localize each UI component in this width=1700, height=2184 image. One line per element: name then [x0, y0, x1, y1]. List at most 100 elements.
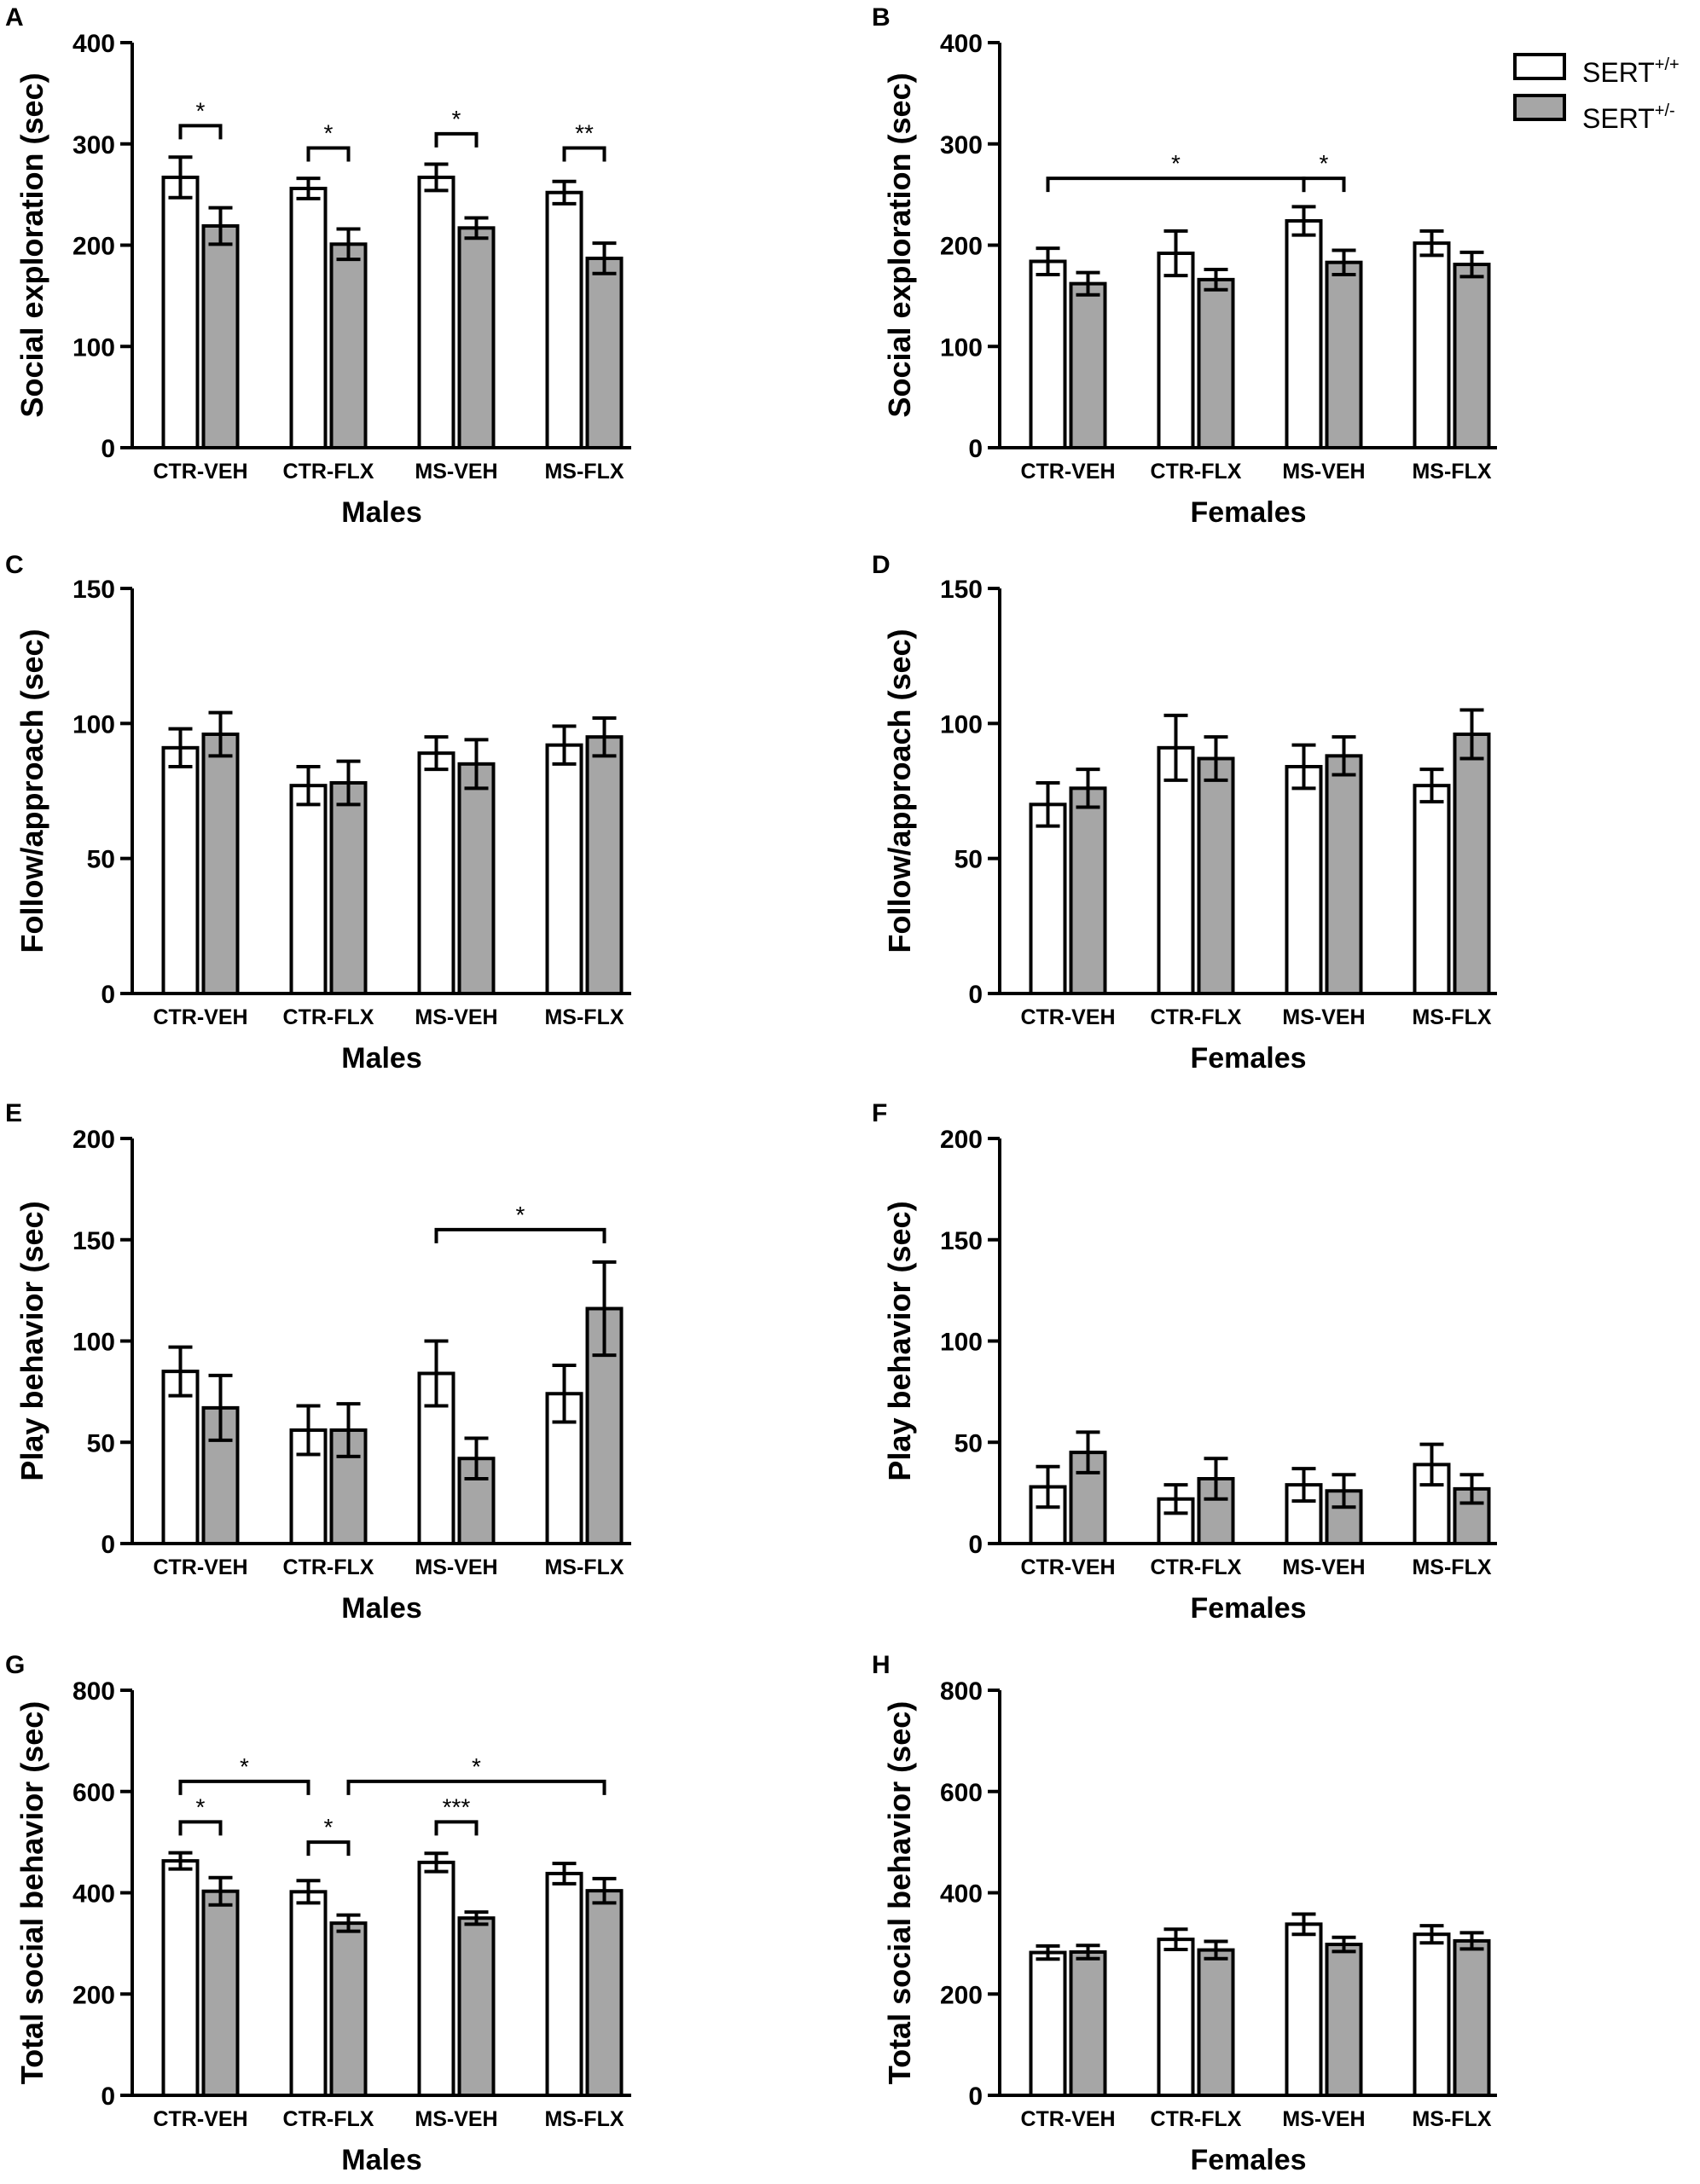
chart-e-significance-label: * [516, 1202, 525, 1228]
chart-e-y-tick-label: 150 [73, 1227, 115, 1255]
chart-g-y-label: Total social behavior (sec) [15, 1701, 49, 2084]
chart-a-y-tick-label: 400 [73, 30, 115, 58]
chart-e: E 0 50 100 150 200 CTR-VEH CTR-FLX MS-VEH MS-FLX M… [5, 1099, 631, 1625]
chart-d-x-tick-label: MS-VEH [1282, 1005, 1365, 1029]
chart-d-bar-heterozygous [1325, 754, 1363, 995]
chart-d-y-tick-label: 150 [940, 576, 983, 604]
chart-g-significance-bracket [346, 1779, 606, 1795]
chart-c-bar-wildtype [417, 751, 455, 996]
chart-a-bar-heterozygous [585, 256, 624, 449]
chart-a-bar-wildtype [161, 175, 200, 449]
chart-g-x-tick-label: CTR-VEH [153, 2107, 247, 2131]
chart-a-x-label: Males [341, 496, 422, 529]
chart-b-significance-bracket [1046, 177, 1306, 193]
chart-h: H 0 200 400 600 800 CTR-VEH CTR-FLX MS-VEH MS-FLX… [872, 1651, 1497, 2176]
chart-f-y-label: Play behavior (sec) [882, 1201, 917, 1480]
chart-b: B 0 100 200 300 400 CTR-VEH CTR-FLX MS-VEH MS-FLX… [872, 3, 1497, 529]
chart-g-significance-label: * [240, 1753, 249, 1780]
chart-g-bar-wildtype [417, 1860, 455, 2097]
chart-g-y-tick-label: 800 [73, 1677, 115, 1706]
chart-a-x-tick-label: MS-FLX [544, 460, 624, 484]
chart-g-significance-bracket [178, 1820, 223, 1836]
chart-h-y-tick-label: 800 [940, 1677, 983, 1706]
chart-g-x-label: Males [341, 2144, 422, 2176]
legend-label-heterozygous: SERT+/- [1582, 101, 1675, 134]
chart-b-y-label: Social exploration (sec) [882, 72, 917, 417]
chart-a-significance-bracket [178, 124, 223, 140]
chart-g-x-tick-label: MS-VEH [415, 2107, 497, 2131]
chart-g-significance-label: * [324, 1814, 334, 1840]
chart-d-y-label: Follow/approach (sec) [882, 629, 917, 953]
chart-e-x-tick-label: MS-FLX [544, 1555, 624, 1579]
chart-h-bar-heterozygous [1197, 1948, 1235, 2097]
chart-d-x-tick-label: CTR-FLX [1151, 1005, 1242, 1029]
chart-b-x-tick-label: MS-FLX [1412, 460, 1491, 484]
chart-a-significance-bracket [306, 146, 351, 162]
chart-c-x-tick-label: MS-VEH [415, 1005, 497, 1029]
chart-h-y-tick-label: 400 [940, 1880, 983, 1909]
chart-c-bar-wildtype [161, 745, 200, 995]
chart-a-significance-label: * [452, 106, 461, 132]
chart-h-x-tick-label: MS-FLX [1412, 2107, 1491, 2131]
chart-c-y-tick-label: 50 [87, 846, 115, 874]
chart-g-y-tick-label: 600 [73, 1779, 115, 1807]
chart-g-x-tick-label: MS-FLX [544, 2107, 624, 2131]
chart-f-x-tick-label: MS-FLX [1412, 1555, 1491, 1579]
chart-h-panel-letter: H [872, 1651, 891, 1679]
chart-c-x-tick-label: CTR-FLX [283, 1005, 374, 1029]
chart-d-bar-heterozygous [1069, 786, 1107, 995]
chart-g-significance-label: * [472, 1753, 481, 1780]
chart-h-bar-wildtype [1157, 1938, 1195, 2097]
legend: SERT+/+ SERT+/- [1513, 53, 1680, 134]
chart-g-bar-heterozygous [201, 1889, 240, 2097]
chart-d-x-tick-label: CTR-VEH [1020, 1005, 1115, 1029]
chart-b-y-tick-label: 300 [940, 131, 983, 159]
chart-g-x-tick-label: CTR-FLX [283, 2107, 374, 2131]
legend-swatch-wildtype [1513, 53, 1566, 80]
chart-a-significance-label: * [196, 97, 206, 124]
chart-d-bar-heterozygous [1197, 756, 1235, 995]
chart-g-bar-wildtype [161, 1859, 200, 2097]
chart-e-y-tick-label: 50 [87, 1429, 115, 1457]
chart-a-y-tick-label: 200 [73, 233, 115, 261]
chart-b-bar-wildtype [1157, 252, 1195, 449]
chart-h-y-tick-label: 600 [940, 1779, 983, 1807]
chart-c-bar-heterozygous [585, 735, 624, 996]
chart-h-bar-wildtype [1285, 1922, 1323, 2097]
chart-a: A 0 100 200 300 400 CTR-VEH CTR-FLX MS-VEH MS-FLX… [5, 3, 631, 529]
chart-g-significance-label: *** [443, 1793, 471, 1820]
chart-e-significance-bracket [434, 1227, 606, 1243]
chart-f-x-label: Females [1190, 1592, 1306, 1625]
chart-e-y-tick-label: 0 [101, 1531, 115, 1559]
chart-d-bar-wildtype [1413, 784, 1451, 996]
chart-a-significance-label: * [324, 120, 334, 147]
chart-h-bar-heterozygous [1325, 1943, 1363, 2097]
chart-a-bar-wildtype [289, 187, 328, 449]
chart-c-bar-wildtype [545, 743, 583, 996]
chart-b-y-tick-label: 0 [968, 435, 983, 463]
chart-c-bar-wildtype [289, 784, 328, 996]
chart-e-x-tick-label: CTR-FLX [283, 1555, 374, 1579]
chart-h-y-label: Total social behavior (sec) [882, 1701, 917, 2084]
chart-f-x-tick-label: MS-VEH [1282, 1555, 1365, 1579]
chart-b-panel-letter: B [872, 3, 891, 32]
chart-b-bar-heterozygous [1069, 281, 1107, 449]
chart-b-y-tick-label: 400 [940, 30, 983, 58]
chart-d-panel-letter: D [872, 551, 891, 579]
chart-h-x-tick-label: CTR-FLX [1151, 2107, 1242, 2131]
chart-c: C 0 50 100 150 CTR-VEH CTR-FLX MS-VEH MS-FLX Male… [5, 551, 631, 1075]
chart-c-bar-heterozygous [329, 781, 368, 995]
chart-b-significance-bracket [1302, 177, 1346, 193]
chart-h-bar-wildtype [1413, 1932, 1451, 2097]
chart-g-significance-bracket [434, 1820, 479, 1836]
chart-f: F 0 50 100 150 200 CTR-VEH CTR-FLX MS-VEH MS-FLX F… [872, 1099, 1497, 1625]
chart-a-significance-label: ** [575, 120, 594, 147]
chart-a-panel-letter: A [5, 3, 24, 32]
chart-a-y-tick-label: 100 [73, 333, 115, 362]
chart-g-y-tick-label: 200 [73, 1981, 115, 2009]
chart-d-bar-wildtype [1029, 802, 1067, 995]
chart-a-y-tick-label: 0 [101, 435, 115, 463]
chart-b-y-tick-label: 100 [940, 333, 983, 362]
chart-c-bar-heterozygous [457, 762, 496, 995]
